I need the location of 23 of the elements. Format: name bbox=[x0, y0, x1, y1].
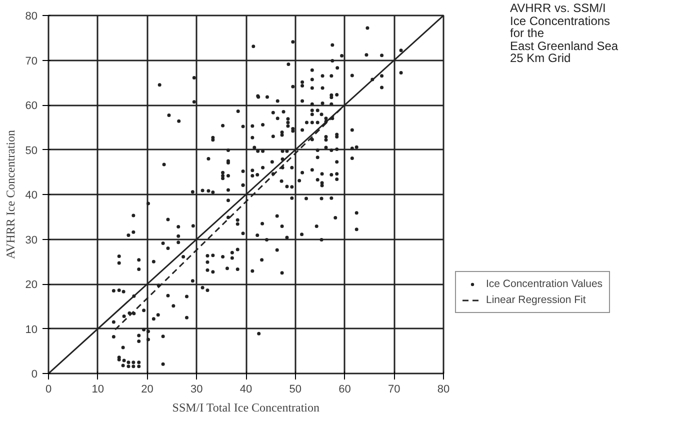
x-tick-label: 40 bbox=[240, 384, 252, 396]
y-tick-label: 10 bbox=[25, 324, 38, 336]
x-tick-label: 10 bbox=[92, 384, 104, 396]
x-tick-label: 60 bbox=[338, 384, 351, 396]
x-tick-label: 70 bbox=[388, 384, 400, 396]
legend-label: Linear Regression Fit bbox=[486, 294, 586, 306]
y-tick-label: 40 bbox=[25, 190, 38, 202]
x-tick-label: 30 bbox=[190, 384, 203, 396]
x-axis-title: SSM/I Total Ice Concentration bbox=[172, 400, 320, 414]
y-tick-label: 50 bbox=[25, 144, 38, 157]
y-tick-label: 20 bbox=[25, 279, 38, 291]
y-tick-label: 70 bbox=[25, 55, 38, 68]
x-tick-label: 20 bbox=[141, 384, 154, 396]
y-tick-label: 0 bbox=[31, 368, 38, 380]
x-tick-label: 80 bbox=[437, 384, 450, 396]
x-tick-label: 50 bbox=[289, 384, 302, 396]
legend-label: Ice Concentration Values bbox=[486, 278, 603, 290]
y-tick-label: 80 bbox=[25, 10, 38, 22]
y-tick-label: 60 bbox=[25, 100, 38, 112]
y-axis-title: AVHRR Ice Concentration bbox=[3, 130, 18, 260]
x-tick-label: 0 bbox=[45, 384, 52, 396]
text: AVHRR vs. SSM/I Ice Concentrations for the East Greenland Sea 25 Km Grid bbox=[510, 1, 618, 66]
y-tick-label: 30 bbox=[25, 234, 38, 246]
